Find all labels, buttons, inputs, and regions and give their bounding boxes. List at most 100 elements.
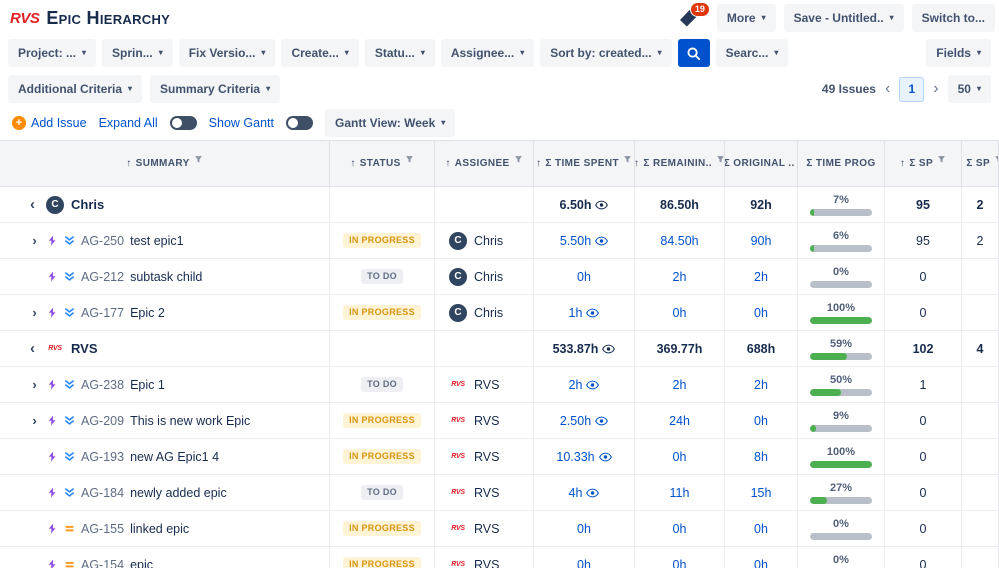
issue-summary-cell[interactable]: ›AG-238Epic 1	[0, 367, 330, 402]
expand-icon[interactable]: ›	[28, 377, 41, 392]
issue-summary-cell[interactable]: ›AG-177Epic 2	[0, 295, 330, 330]
expand-icon[interactable]: ›	[28, 305, 41, 320]
filter-dropdown-1[interactable]: Sprin...▾	[102, 39, 173, 67]
filter-dropdown-3[interactable]: Create...▾	[281, 39, 358, 67]
additional-criteria-button[interactable]: Additional Criteria▾	[8, 75, 142, 103]
column-header-3[interactable]: ↑Σ Time Spent	[534, 141, 635, 186]
summary-criteria-button[interactable]: Summary Criteria▾	[150, 75, 280, 103]
column-header-6[interactable]: Σ Time Prog	[798, 141, 885, 186]
issue-summary-cell[interactable]: ›AG-250test epic1	[0, 223, 330, 258]
search-button[interactable]	[678, 39, 710, 67]
group-row[interactable]: ‹RVSRVS533.87h369.77h688h59%1024	[0, 331, 999, 367]
issue-summary-cell[interactable]: AG-155linked epic	[0, 511, 330, 546]
issue-summary-cell[interactable]: AG-184newly added epic	[0, 475, 330, 510]
remaining-value[interactable]: 0h	[673, 522, 687, 536]
column-header-4[interactable]: ↑Σ Remainin..	[635, 141, 725, 186]
time-spent-value[interactable]: 2h	[569, 378, 600, 392]
issue-row[interactable]: AG-212subtask childTO DOCChris0h2h2h0%0	[0, 259, 999, 295]
remaining-value[interactable]: 11h	[670, 486, 690, 500]
filter-dropdown-0[interactable]: Project: ...▾	[8, 39, 96, 67]
original-value[interactable]: 0h	[754, 558, 768, 568]
time-spent-value[interactable]: 4h	[569, 486, 600, 500]
column-header-1[interactable]: ↑Status	[330, 141, 435, 186]
filter-icon[interactable]	[623, 155, 632, 164]
filter-icon[interactable]	[716, 155, 725, 164]
epic-icon	[47, 271, 58, 282]
time-spent-value[interactable]: 1h	[569, 306, 600, 320]
issue-row[interactable]: ›AG-209This is new work EpicIN PROGRESSR…	[0, 403, 999, 439]
time-spent-value[interactable]: 6.50h	[560, 198, 609, 212]
column-header-2[interactable]: ↑Assignee	[435, 141, 534, 186]
original-value[interactable]: 90h	[751, 234, 772, 248]
time-spent-value[interactable]: 0h	[577, 558, 591, 568]
issue-summary-cell[interactable]: ›AG-209This is new work Epic	[0, 403, 330, 438]
time-spent-value[interactable]: 10.33h	[556, 450, 611, 464]
expand-all-button[interactable]: Expand All	[99, 116, 158, 130]
more-button[interactable]: More▾	[717, 4, 776, 32]
time-spent-value[interactable]: 2.50h	[560, 414, 608, 428]
filter-dropdown-6[interactable]: Sort by: created...▾	[540, 39, 671, 67]
filter-icon[interactable]	[194, 155, 203, 164]
issue-row[interactable]: AG-155linked epicIN PROGRESSRVSRVS0h0h0h…	[0, 511, 999, 547]
notifications-icon[interactable]: 19	[677, 7, 703, 29]
expand-all-toggle[interactable]	[170, 116, 197, 130]
issue-row[interactable]: AG-184newly added epicTO DORVSRVS4h11h15…	[0, 475, 999, 511]
filter-dropdown-4[interactable]: Statu...▾	[365, 39, 435, 67]
time-spent-value[interactable]: 0h	[577, 270, 591, 284]
issue-summary-cell[interactable]: AG-193new AG Epic1 4	[0, 439, 330, 474]
original-value[interactable]: 0h	[754, 306, 768, 320]
column-header-8[interactable]: ↑Σ SP	[962, 141, 999, 186]
column-header-7[interactable]: ↑Σ SP	[885, 141, 962, 186]
original-value[interactable]: 8h	[754, 450, 768, 464]
expand-icon[interactable]: ›	[28, 413, 41, 428]
issue-row[interactable]: ›AG-250test epic1IN PROGRESSCChris5.50h8…	[0, 223, 999, 259]
filter-icon[interactable]	[994, 155, 999, 164]
original-value[interactable]: 0h	[754, 414, 768, 428]
issue-row[interactable]: AG-193new AG Epic1 4IN PROGRESSRVSRVS10.…	[0, 439, 999, 475]
filter-dropdown-2[interactable]: Fix Versio...▾	[179, 39, 276, 67]
search-saved-dropdown[interactable]: Searc...▾	[716, 39, 789, 67]
time-spent-value[interactable]: 533.87h	[553, 342, 616, 356]
switch-button[interactable]: Switch to...	[912, 4, 995, 32]
issue-summary-cell[interactable]: AG-212subtask child	[0, 259, 330, 294]
show-gantt-toggle[interactable]	[286, 116, 313, 130]
collapse-icon[interactable]: ‹	[26, 340, 39, 357]
column-header-0[interactable]: ↑Summary	[0, 141, 330, 186]
filter-icon[interactable]	[937, 155, 946, 164]
time-spent-value[interactable]: 5.50h	[560, 234, 608, 248]
filter-icon[interactable]	[405, 155, 414, 164]
original-value[interactable]: 15h	[751, 486, 772, 500]
remaining-value[interactable]: 24h	[669, 414, 690, 428]
issue-summary-cell[interactable]: AG-154epic	[0, 547, 330, 568]
issue-row[interactable]: ›AG-238Epic 1TO DORVSRVS2h2h2h50%1	[0, 367, 999, 403]
original-value[interactable]: 2h	[754, 270, 768, 284]
group-summary-cell[interactable]: ‹RVSRVS	[0, 331, 330, 366]
original-value[interactable]: 0h	[754, 522, 768, 536]
add-issue-button[interactable]: +Add Issue	[12, 116, 87, 130]
collapse-icon[interactable]: ‹	[26, 196, 39, 213]
remaining-value[interactable]: 84.50h	[660, 234, 698, 248]
remaining-value[interactable]: 2h	[673, 270, 687, 284]
filter-icon[interactable]	[514, 155, 523, 164]
original-value[interactable]: 2h	[754, 378, 768, 392]
next-page-icon[interactable]: ›	[931, 81, 940, 97]
page-size-select[interactable]: 50▾	[948, 75, 991, 103]
time-spent-value[interactable]: 0h	[577, 522, 591, 536]
remaining-value[interactable]: 0h	[673, 558, 687, 568]
current-page[interactable]: 1	[899, 77, 924, 102]
prev-page-icon[interactable]: ‹	[883, 81, 892, 97]
remaining-value[interactable]: 0h	[673, 306, 687, 320]
filter-dropdown-5[interactable]: Assignee...▾	[441, 39, 534, 67]
issue-row[interactable]: AG-154epicIN PROGRESSRVSRVS0h0h0h0%0	[0, 547, 999, 568]
group-row[interactable]: ‹CChris6.50h86.50h92h7%952	[0, 187, 999, 223]
remaining-value[interactable]: 0h	[673, 450, 687, 464]
fields-button[interactable]: Fields▾	[926, 39, 991, 67]
issue-row[interactable]: ›AG-177Epic 2IN PROGRESSCChris1h0h0h100%…	[0, 295, 999, 331]
column-header-5[interactable]: ↑Σ Original ..	[725, 141, 798, 186]
save-button[interactable]: Save - Untitled..▾	[784, 4, 904, 32]
group-summary-cell[interactable]: ‹CChris	[0, 187, 330, 222]
gantt-view-select[interactable]: Gantt View: Week▾	[325, 109, 455, 137]
show-gantt-button[interactable]: Show Gantt	[209, 116, 274, 130]
expand-icon[interactable]: ›	[28, 233, 41, 248]
remaining-value[interactable]: 2h	[673, 378, 687, 392]
